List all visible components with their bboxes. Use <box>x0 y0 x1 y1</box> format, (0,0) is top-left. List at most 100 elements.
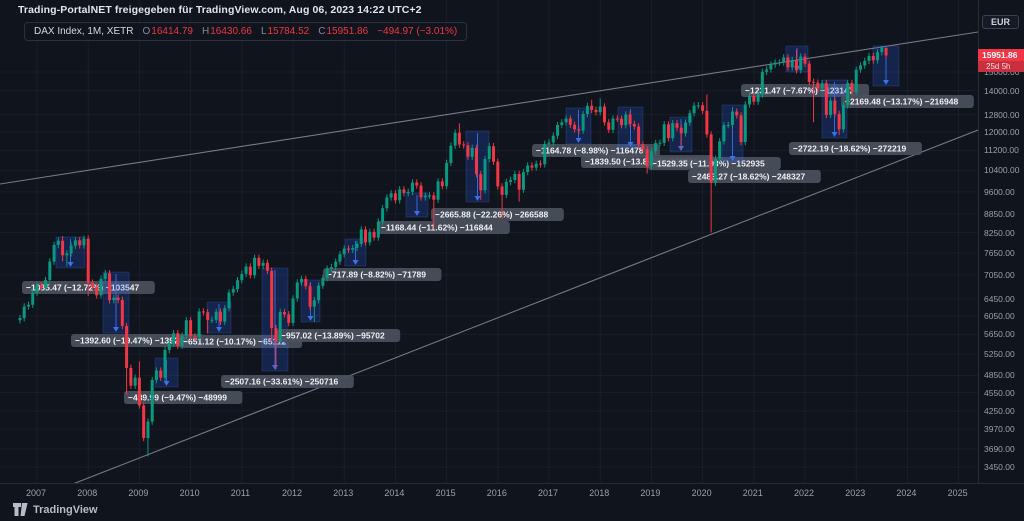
currency-button[interactable]: EUR <box>982 15 1020 29</box>
price-range-arrow-head <box>883 80 889 85</box>
candle-body <box>334 261 338 268</box>
candle-body <box>223 308 227 322</box>
drawdown-label[interactable] <box>841 95 974 108</box>
candle-body <box>760 71 764 95</box>
drawdown-label[interactable] <box>377 221 510 234</box>
year-tick-label: 2018 <box>589 488 610 498</box>
last-price-value: 15951.86 <box>978 48 1024 61</box>
drawdown-label-text: −2169.48 (−13.17%) −216948 <box>845 97 958 107</box>
price-axis[interactable]: EUR 15951.86 25d 5h 15000.00 14000.00 1280… <box>978 0 1024 483</box>
year-tick-label: 2021 <box>742 488 763 498</box>
candle-body <box>871 55 875 61</box>
candle-body <box>884 47 888 56</box>
candle-body <box>628 114 632 124</box>
drawdown-label-text: −1231.47 (−7.67%) −123147 <box>745 86 854 96</box>
candle-body <box>436 181 440 200</box>
candle-body <box>218 311 222 322</box>
drawdown-label-text: −1392.60 (−19.47%) −139260 <box>75 336 188 346</box>
candle-body <box>504 181 508 195</box>
candle-body <box>854 69 858 92</box>
price-tick-label: 7650.00 <box>984 247 1015 258</box>
price-tick-label: 12000.00 <box>984 126 1020 137</box>
candle-body <box>197 311 201 337</box>
candle-body <box>679 127 683 134</box>
year-tick-label: 2008 <box>77 488 98 498</box>
candle-body <box>236 280 240 290</box>
candle-body <box>773 62 777 65</box>
time-axis[interactable]: 2007 2008 2009 2010 2011 2012 2013 2014 2015 2016… <box>0 483 1024 503</box>
candle-body <box>807 63 811 82</box>
year-tick-label: 2024 <box>896 488 917 498</box>
price-tick-label: 10400.00 <box>984 165 1020 176</box>
candle-body <box>547 142 551 144</box>
price-range-arrow-head <box>575 138 582 143</box>
drawdown-label-text: −1839.50 (−13.89%) −183950 <box>585 157 698 167</box>
candle-body <box>253 257 257 276</box>
drawdown-label[interactable] <box>741 84 869 97</box>
year-tick-label: 2013 <box>333 488 354 498</box>
price-range-arrow-head <box>831 132 838 137</box>
year-tick-label: 2022 <box>794 488 815 498</box>
candle-body <box>701 105 705 111</box>
candle-body <box>846 83 850 106</box>
price-tick-label: 8850.00 <box>984 208 1015 219</box>
candle-body <box>867 55 871 61</box>
candle-body <box>794 59 798 71</box>
price-tick-label: 8250.00 <box>984 227 1015 238</box>
candle-body <box>291 298 295 323</box>
drawdown-label[interactable] <box>789 142 922 155</box>
candle-body <box>103 273 107 279</box>
trendline[interactable] <box>0 31 978 185</box>
candle-body <box>662 124 666 143</box>
candle-body <box>466 145 470 157</box>
candle-body <box>620 118 624 126</box>
candle-body <box>65 253 69 256</box>
candle-body <box>338 254 342 262</box>
candle-body <box>739 115 743 143</box>
candle-body <box>359 229 363 244</box>
tradingview-logo[interactable]: TradingView <box>13 503 98 516</box>
candle-body <box>748 95 752 105</box>
drawdown-label[interactable] <box>688 170 821 183</box>
candle-body <box>782 57 786 63</box>
trendline[interactable] <box>60 129 978 489</box>
candle-body <box>556 125 560 136</box>
year-tick-label: 2009 <box>128 488 149 498</box>
price-range-arrow-head <box>67 262 74 267</box>
candle-body <box>624 114 628 126</box>
candle-body <box>863 60 867 66</box>
drawdown-label[interactable] <box>532 144 660 157</box>
candle-body <box>210 319 214 321</box>
candle-body <box>632 123 636 127</box>
price-tick-label: 7050.00 <box>984 269 1015 280</box>
drawdown-label[interactable] <box>277 329 401 342</box>
candle-body <box>244 266 248 274</box>
symbol-title[interactable]: DAX Index, 1M, XETR <box>34 26 134 37</box>
price-range-arrow-head <box>627 142 634 147</box>
drawings-layer: −1035.47 (−12.72%) −103547 −1392.60 (−19.… <box>0 31 978 489</box>
candle-body <box>666 124 670 139</box>
candle-body <box>18 318 22 321</box>
price-range-arrow-head <box>272 365 278 370</box>
candle-body <box>765 69 769 72</box>
candle-body <box>474 147 478 175</box>
candle-body <box>521 172 525 190</box>
candle-body <box>829 100 833 115</box>
price-tick-label: 5650.00 <box>984 329 1015 340</box>
drawdown-label[interactable] <box>431 208 564 221</box>
candle-body <box>364 229 368 243</box>
candle-body <box>543 143 547 165</box>
candle-body <box>730 111 734 126</box>
candle-body <box>581 113 585 131</box>
candle-body <box>876 52 880 61</box>
candle-body <box>637 126 641 145</box>
drawdown-label[interactable] <box>221 375 354 388</box>
candle-body <box>824 83 828 115</box>
drawdown-label[interactable] <box>323 268 442 281</box>
candle-body <box>342 248 346 255</box>
symbol-legend[interactable]: DAX Index, 1M, XETR O 16414.79 H 16430.66 … <box>24 22 468 41</box>
drawdown-label-text: −1035.47 (−12.72%) −103547 <box>26 283 139 293</box>
candle-body <box>564 118 568 123</box>
